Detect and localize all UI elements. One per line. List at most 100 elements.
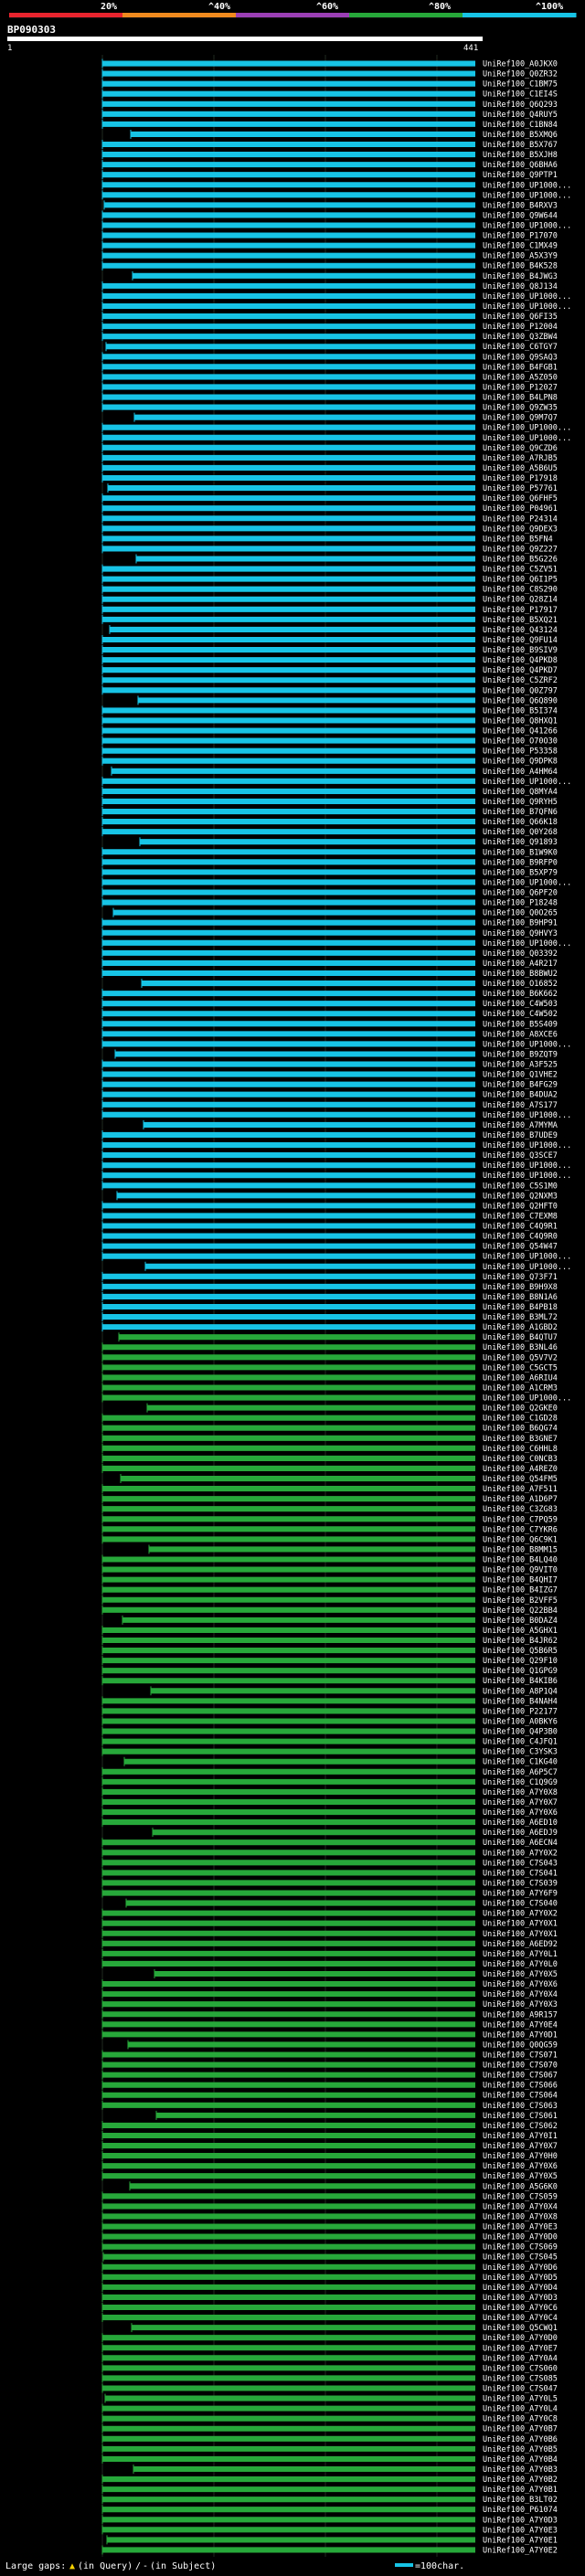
hit-label[interactable]: UniRef100_C7S067 [483,2072,558,2081]
hit-label[interactable]: UniRef100_O16852 [483,980,558,989]
hit-label[interactable]: UniRef100_Q4RUY5 [483,111,558,120]
hit-label[interactable]: UniRef100_A7Y0C4 [483,2314,558,2323]
hit-label[interactable]: UniRef100_A7Y0L0 [483,1960,558,1969]
hit-label[interactable]: UniRef100_A7Y0D3 [483,2294,558,2303]
hit-label[interactable]: UniRef100_Q6PF20 [483,889,558,898]
hit-label[interactable]: UniRef100_Q54W47 [483,1243,558,1252]
hit-label[interactable]: UniRef100_C5S1M0 [483,1182,558,1191]
hit-label[interactable]: UniRef100_C3YSK3 [483,1748,558,1757]
hit-label[interactable]: UniRef100_B4PB18 [483,1303,558,1312]
hit-label[interactable]: UniRef100_C3ZG83 [483,1505,558,1514]
hit-label[interactable]: UniRef100_Q9HVY3 [483,929,558,938]
hit-label[interactable]: UniRef100_A7Y0L4 [483,2405,558,2414]
hit-label[interactable]: UniRef100_A7Y0X5 [483,2172,558,2181]
hit-label[interactable]: UniRef100_Q1VHE2 [483,1071,558,1080]
hit-label[interactable]: UniRef100_A7Y0X8 [483,2212,558,2221]
hit-label[interactable]: UniRef100_P57761 [483,484,558,493]
hit-label[interactable]: UniRef100_A7Y0X8 [483,1788,558,1797]
hit-label[interactable]: UniRef100_A7Y0C8 [483,2415,558,2424]
hit-label[interactable]: UniRef100_A7Y0B2 [483,2475,558,2485]
hit-label[interactable]: UniRef100_C4W503 [483,1000,558,1009]
hit-label[interactable]: UniRef100_A7Y0D5 [483,2274,558,2283]
hit-label[interactable]: UniRef100_A5GHX1 [483,1627,558,1636]
hit-label[interactable]: UniRef100_A7Y0B4 [483,2455,558,2465]
hit-label[interactable]: UniRef100_A7Y0X4 [483,2202,558,2211]
hit-label[interactable]: UniRef100_A6ED92 [483,1940,558,1949]
hit-label[interactable]: UniRef100_A7Y0A4 [483,2354,558,2363]
hit-label[interactable]: UniRef100_O70O30 [483,737,558,747]
hit-label[interactable]: UniRef100_Q9CZD6 [483,444,558,453]
hit-label[interactable]: UniRef100_UP1000... [483,181,571,190]
hit-label[interactable]: UniRef100_Q6FHF5 [483,494,558,504]
hit-label[interactable]: UniRef100_B4FGB1 [483,363,558,372]
hit-label[interactable]: UniRef100_P24314 [483,514,558,524]
hit-label[interactable]: UniRef100_A7Y0X5 [483,1970,558,1979]
hit-label[interactable]: UniRef100_Q0QG59 [483,2041,558,2050]
hit-label[interactable]: UniRef100_C1BN84 [483,121,558,130]
hit-label[interactable]: UniRef100_B0DAZ4 [483,1617,558,1626]
hit-label[interactable]: UniRef100_B4QHI7 [483,1576,558,1585]
hit-label[interactable]: UniRef100_B4LPN8 [483,394,558,403]
hit-label[interactable]: UniRef100_A7Y0E3 [483,2223,558,2232]
hit-label[interactable]: UniRef100_B9H9X8 [483,1283,558,1292]
hit-label[interactable]: UniRef100_C7S060 [483,2364,558,2373]
hit-label[interactable]: UniRef100_A8XCE6 [483,1030,558,1039]
hit-label[interactable]: UniRef100_B6QG74 [483,1425,558,1434]
hit-label[interactable]: UniRef100_C5ZRF2 [483,676,558,685]
hit-label[interactable]: UniRef100_B7QFN6 [483,808,558,817]
hit-label[interactable]: UniRef100_Q91893 [483,838,558,847]
hit-label[interactable]: UniRef100_C7S066 [483,2082,558,2091]
hit-label[interactable]: UniRef100_B3ML72 [483,1313,558,1322]
hit-label[interactable]: UniRef100_B4FG29 [483,1081,558,1090]
hit-label[interactable]: UniRef100_A7Y0X1 [483,1930,558,1939]
hit-label[interactable]: UniRef100_B6K662 [483,990,558,999]
hit-label[interactable]: UniRef100_UP1000... [483,1141,571,1150]
hit-label[interactable]: UniRef100_A7MYMA [483,1121,558,1130]
hit-label[interactable]: UniRef100_A1D6P7 [483,1495,558,1504]
hit-label[interactable]: UniRef100_A7Y0D3 [483,2516,558,2525]
hit-label[interactable]: UniRef100_P17917 [483,606,558,615]
hit-label[interactable]: UniRef100_B4RXV3 [483,201,558,210]
hit-label[interactable]: UniRef100_C1BM75 [483,80,558,90]
hit-label[interactable]: UniRef100_UP1000... [483,1161,571,1171]
hit-label[interactable]: UniRef100_Q5B6R5 [483,1647,558,1656]
hit-label[interactable]: UniRef100_B5FN4 [483,535,553,544]
hit-label[interactable]: UniRef100_C7S043 [483,1859,558,1868]
hit-label[interactable]: UniRef100_B4K528 [483,262,558,271]
hit-label[interactable]: UniRef100_A7Y0X4 [483,1990,558,1999]
hit-label[interactable]: UniRef100_A7Y0X1 [483,1920,558,1929]
hit-label[interactable]: UniRef100_A6RIU4 [483,1373,558,1383]
hit-label[interactable]: UniRef100_Q8J134 [483,282,558,292]
hit-label[interactable]: UniRef100_A7Y0X6 [483,1808,558,1818]
hit-label[interactable]: UniRef100_Q9Z227 [483,545,558,554]
hit-label[interactable]: UniRef100_C6TGY7 [483,343,558,352]
hit-label[interactable]: UniRef100_A7Y0X3 [483,2000,558,2009]
hit-label[interactable]: UniRef100_UP1000... [483,292,571,302]
hit-label[interactable]: UniRef100_C7S063 [483,2102,558,2111]
hit-label[interactable]: UniRef100_Q9DEX3 [483,525,558,534]
hit-label[interactable]: UniRef100_Q9ZW35 [483,404,558,413]
hit-label[interactable]: UniRef100_B8MM15 [483,1545,558,1554]
hit-label[interactable]: UniRef100_A7Y0X7 [483,2142,558,2151]
hit-label[interactable]: UniRef100_A6ED10 [483,1818,558,1828]
hit-label[interactable]: UniRef100_Q0ZR32 [483,70,558,80]
hit-label[interactable]: UniRef100_C7S040 [483,1900,558,1909]
hit-label[interactable]: UniRef100_B5XJH8 [483,151,558,160]
hit-label[interactable]: UniRef100_A7Y0B1 [483,2486,558,2495]
hit-label[interactable]: UniRef100_B4QTU7 [483,1333,558,1342]
hit-label[interactable]: UniRef100_A7Y0E3 [483,2526,558,2535]
hit-label[interactable]: UniRef100_Q03392 [483,949,558,959]
hit-label[interactable]: UniRef100_UP1000... [483,939,571,949]
hit-label[interactable]: UniRef100_B5X767 [483,141,558,150]
hit-label[interactable]: UniRef100_A5B6U5 [483,464,558,473]
hit-label[interactable]: UniRef100_UP1000... [483,191,571,200]
hit-label[interactable]: UniRef100_Q3SCE7 [483,1151,558,1161]
hit-label[interactable]: UniRef100_A7Y0E4 [483,2020,558,2030]
hit-label[interactable]: UniRef100_A9R157 [483,2010,558,2019]
hit-label[interactable]: UniRef100_A7Y0X6 [483,1980,558,1989]
hit-label[interactable]: UniRef100_Q4P3B0 [483,1728,558,1737]
hit-label[interactable]: UniRef100_UP1000... [483,434,571,443]
hit-label[interactable]: UniRef100_Q9VIT0 [483,1566,558,1575]
hit-label[interactable]: UniRef100_A1GBD2 [483,1323,558,1332]
hit-label[interactable]: UniRef100_A7Y6F9 [483,1890,558,1899]
